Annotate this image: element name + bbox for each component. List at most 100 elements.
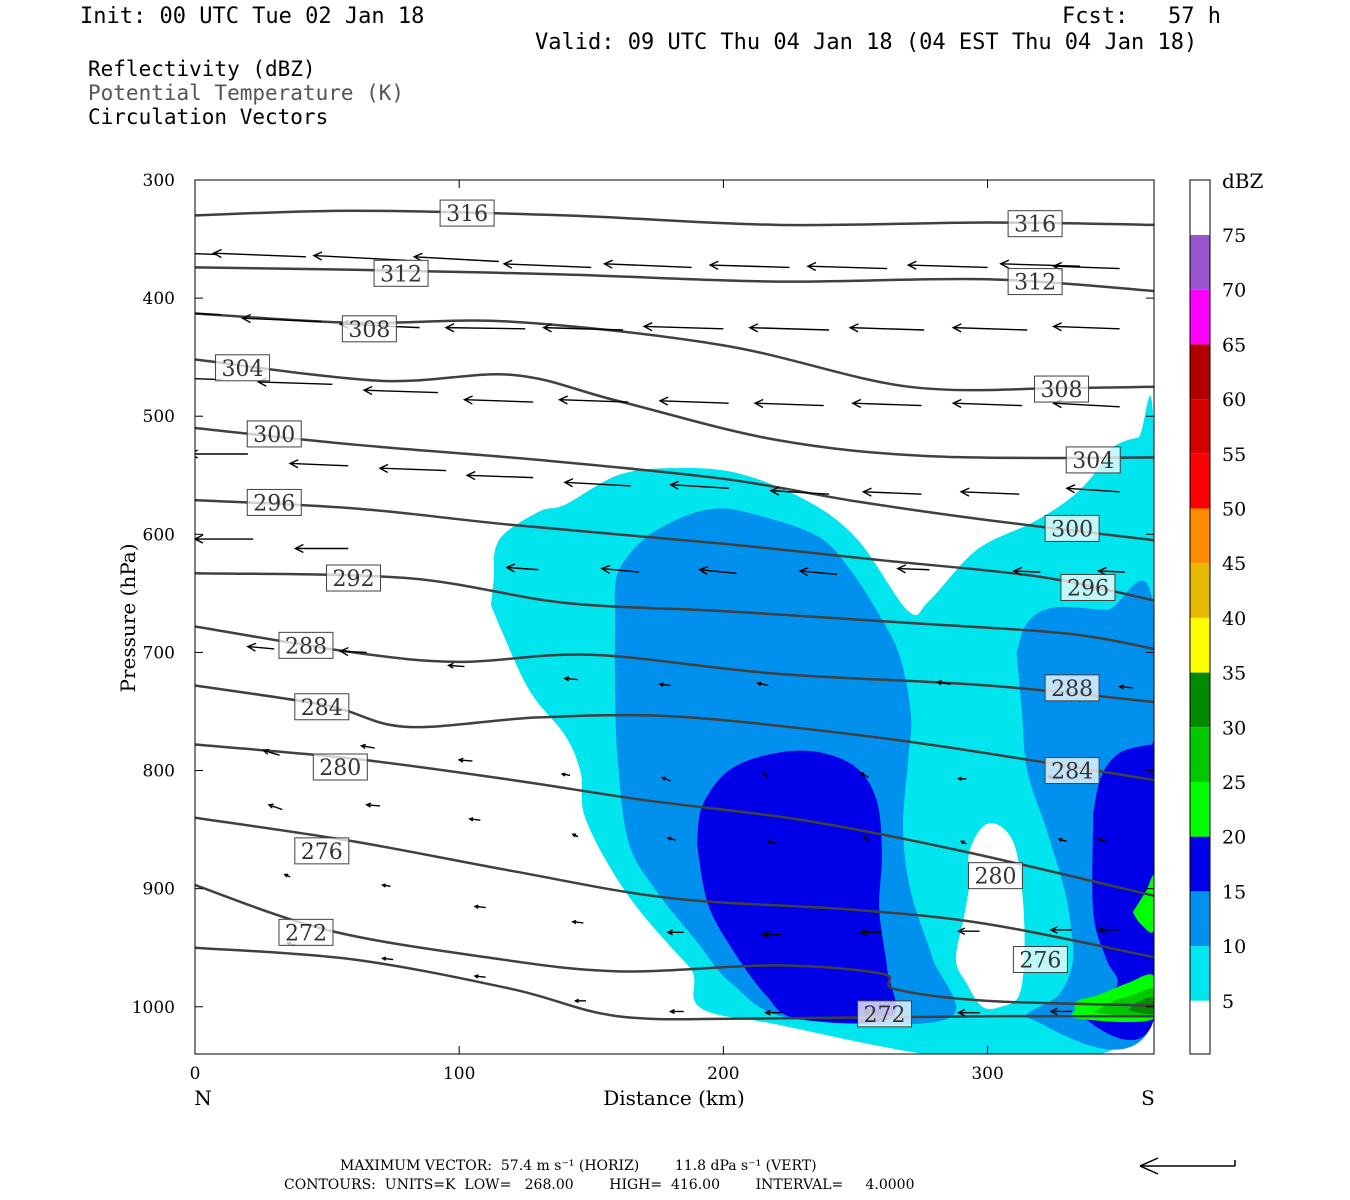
vector-shaft — [268, 804, 283, 811]
colorbar-label: 70 — [1222, 280, 1246, 302]
circulation-vector — [999, 259, 1081, 269]
vector-head — [288, 459, 299, 469]
vector-head — [666, 929, 673, 936]
vector-head — [658, 396, 669, 406]
vector-shaft — [382, 957, 394, 961]
theta-contour-312 — [195, 266, 1154, 293]
circulation-vector — [195, 534, 254, 544]
vector-head — [666, 836, 672, 841]
colorbar-label: 40 — [1222, 608, 1246, 630]
vector-shaft — [937, 681, 951, 686]
vector-head — [956, 927, 966, 935]
theta-label-box — [1007, 210, 1063, 238]
vector-shaft — [258, 381, 333, 386]
vector-head — [444, 323, 455, 333]
vector-head — [381, 956, 387, 961]
circulation-vector — [861, 487, 922, 497]
circulation-vector — [502, 259, 592, 269]
vector-head — [698, 565, 709, 576]
theta-label-text: 304 — [222, 357, 264, 382]
colorbar: 5 10 15 20 25 30 35 40 45 50 55 60 65 70 75 — [1189, 179, 1246, 1055]
y-tick-label: 500 — [143, 407, 175, 427]
vector-head — [766, 840, 772, 845]
plot-frame — [194, 179, 1155, 1055]
colorbar-frame — [1189, 179, 1211, 1055]
circulation-vector — [668, 1008, 684, 1015]
vector-head — [753, 398, 764, 409]
vector-head — [362, 385, 373, 396]
max-vector-note: MAXIMUM VECTOR: 57.4 m s⁻¹ (HORIZ) 11.8 … — [340, 1158, 817, 1174]
colorbar-swatch — [1190, 836, 1210, 892]
circulation-vector — [1052, 261, 1120, 272]
vector-head — [859, 928, 868, 937]
theta-label-text: 280 — [974, 865, 1016, 890]
theta-label-text: 308 — [348, 318, 390, 343]
colorbar-swatch — [1190, 508, 1210, 564]
circulation-vector — [412, 252, 499, 263]
vector-head — [851, 398, 862, 409]
theta-contour-labels: 316 316 312 312 308 308 304 304 300 300 296 296 292 2… — [215, 199, 1121, 1028]
vector-head — [959, 840, 965, 845]
x-axis-north-label: N — [194, 1086, 212, 1110]
circulation-vector — [761, 931, 782, 939]
theta-contour-308 — [195, 312, 1154, 392]
colorbar-swatch — [1190, 672, 1210, 728]
vector-shaft — [313, 254, 407, 262]
theta-label-text: 284 — [301, 696, 343, 721]
vector-head — [293, 543, 304, 554]
vector-shaft — [213, 252, 306, 258]
y-axis-title: Pressure (hPa) — [116, 544, 140, 693]
forecast-hour: Fcst: 57 h — [1062, 4, 1221, 29]
vector-shaft — [850, 326, 925, 331]
vector-head — [468, 817, 474, 822]
theta-label-box — [246, 488, 302, 516]
legend-reflectivity: Reflectivity (dBZ) — [88, 57, 316, 81]
vector-head — [1012, 566, 1023, 576]
theta-label-box — [1044, 514, 1100, 542]
circulation-vector — [465, 470, 534, 481]
vector-shaft — [908, 264, 988, 269]
colorbar-swatch — [1190, 1000, 1210, 1054]
vector-shaft — [601, 567, 639, 573]
theta-label-304-1: 304 — [1065, 446, 1121, 474]
circulation-vector — [283, 873, 291, 878]
theta-label-288-0: 288 — [278, 631, 334, 659]
theta-label-text: 288 — [1051, 677, 1093, 702]
theta-label-text: 272 — [864, 1003, 906, 1028]
circulation-vector — [753, 398, 824, 409]
vector-shaft — [659, 400, 729, 404]
theta-label-text: 308 — [1041, 378, 1083, 403]
theta-label-text: 292 — [333, 567, 375, 592]
circulation-vector — [267, 803, 283, 811]
theta-label-box — [278, 631, 334, 659]
theta-label-text: 300 — [253, 423, 295, 448]
theta-label-box — [215, 354, 271, 382]
theta-label-300-0: 300 — [246, 420, 302, 448]
colorbar-swatch — [1190, 563, 1210, 618]
reference-vector — [1139, 1157, 1236, 1175]
vector-head — [764, 1009, 771, 1016]
theta-label-292-0: 292 — [326, 564, 382, 592]
theta-label-text: 276 — [1019, 949, 1061, 974]
vector-head — [602, 259, 613, 269]
vector-shaft — [242, 317, 322, 323]
vector-shaft — [1053, 402, 1120, 408]
vector-shaft — [195, 312, 222, 316]
x-tick-label: 200 — [707, 1064, 739, 1084]
reflectivity-region-20dbz-7 — [1132, 875, 1154, 933]
circulation-vector — [666, 836, 677, 841]
circulation-vector — [862, 835, 870, 842]
theta-contour-300 — [195, 426, 1154, 542]
vector-head — [756, 681, 762, 686]
vector-shaft — [659, 683, 671, 687]
vector-shaft — [799, 570, 838, 576]
vector-head — [153, 374, 161, 382]
theta-label-308-1: 308 — [1034, 375, 1090, 403]
vector-shaft — [467, 474, 534, 479]
vector-shaft — [247, 645, 275, 650]
circulation-vector — [312, 251, 407, 262]
circulation-vector — [468, 817, 481, 822]
vector-shaft — [559, 398, 629, 403]
colorbar-swatch — [1190, 946, 1210, 1001]
